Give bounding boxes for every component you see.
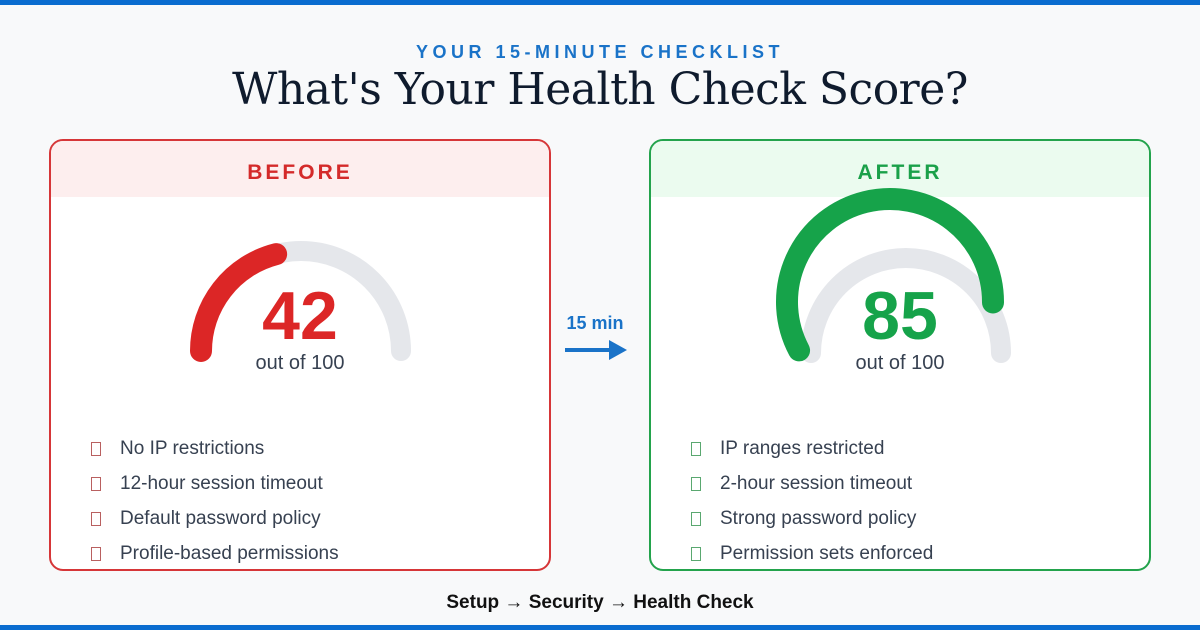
x-icon xyxy=(91,511,101,526)
top-accent-bar xyxy=(0,0,1200,5)
before-heading: BEFORE xyxy=(51,141,549,197)
x-icon xyxy=(91,476,101,491)
check-icon xyxy=(691,476,701,491)
after-out-of: out of 100 xyxy=(855,352,945,374)
arrow-right-icon xyxy=(565,340,627,360)
list-item: IP ranges restricted xyxy=(691,431,933,466)
list-item: 2-hour session timeout xyxy=(691,466,933,501)
check-icon xyxy=(691,511,701,526)
list-item: Profile-based permissions xyxy=(91,536,339,569)
gauge-fill xyxy=(190,243,288,362)
check-icon xyxy=(691,441,701,456)
before-list: No IP restrictions 12-hour session timeo… xyxy=(91,431,339,569)
before-out-of: out of 100 xyxy=(255,352,345,374)
after-score: 85 xyxy=(862,278,938,354)
x-icon xyxy=(91,546,101,561)
list-item: Default password policy xyxy=(91,501,339,536)
bottom-accent-bar xyxy=(0,625,1200,630)
before-gauge xyxy=(190,241,411,362)
after-card: AFTER 85 out of 100 IP ranges restricted… xyxy=(649,139,1151,571)
transition-label: 15 min xyxy=(566,313,624,333)
x-icon xyxy=(91,441,101,456)
gauge-fill xyxy=(776,188,1004,362)
list-item: 12-hour session timeout xyxy=(91,466,339,501)
after-list: IP ranges restricted 2-hour session time… xyxy=(691,431,933,569)
footer-path: Setup → Security → Health Check xyxy=(446,592,754,613)
after-gauge xyxy=(776,188,1011,363)
check-icon xyxy=(691,546,701,561)
page-title: What's Your Health Check Score? xyxy=(232,64,968,115)
before-score: 42 xyxy=(262,278,338,354)
after-heading: AFTER xyxy=(651,141,1149,197)
list-item: Strong password policy xyxy=(691,501,933,536)
before-card: BEFORE 42 out of 100 No IP restrictions … xyxy=(49,139,551,571)
list-item: No IP restrictions xyxy=(91,431,339,466)
list-item: Permission sets enforced xyxy=(691,536,933,569)
kicker: YOUR 15-MINUTE CHECKLIST xyxy=(415,42,784,62)
